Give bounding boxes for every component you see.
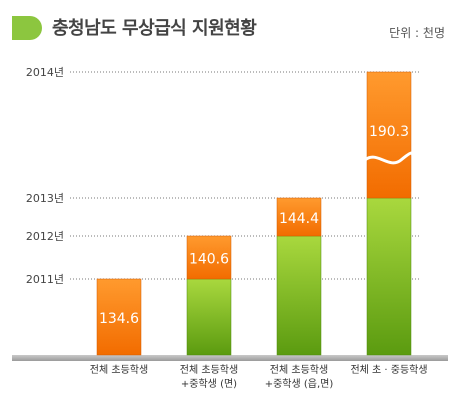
bar-green-segment [276, 235, 322, 356]
year-label: 2011년 [26, 273, 64, 286]
category-label: +중학생 (읍,면) [265, 378, 334, 390]
bar-orange-segment [366, 71, 412, 199]
category-label: 전체 초등학생 [180, 364, 238, 376]
category-label: +중학생 (면) [181, 378, 237, 390]
chart-baseline [12, 355, 448, 361]
bar-orange-segment [186, 235, 232, 280]
bar-green-segment [366, 197, 412, 356]
category-label: 전체 초 · 중등학생 [350, 364, 427, 376]
unit-label: 단위 : 천명 [389, 26, 445, 40]
page-title: 충청남도 무상급식 지원현황 [52, 18, 257, 39]
category-label: 전체 초등학생 [270, 364, 328, 376]
category-label: 전체 초등학생 [90, 364, 148, 376]
bar-orange-segment [276, 197, 322, 237]
bar-green-segment [186, 278, 232, 356]
bar-orange-segment [96, 278, 142, 356]
year-label: 2012년 [26, 230, 64, 243]
axis-break-mark [364, 151, 415, 165]
year-label: 2013년 [26, 192, 64, 205]
year-label: 2014년 [26, 66, 64, 79]
bar-value-label: 134.6 [99, 311, 139, 327]
title-marker-icon [12, 16, 42, 40]
bar-value-label: 140.6 [189, 252, 229, 268]
bar-value-label: 144.4 [279, 211, 319, 227]
bar-value-label: 190.3 [369, 124, 409, 140]
